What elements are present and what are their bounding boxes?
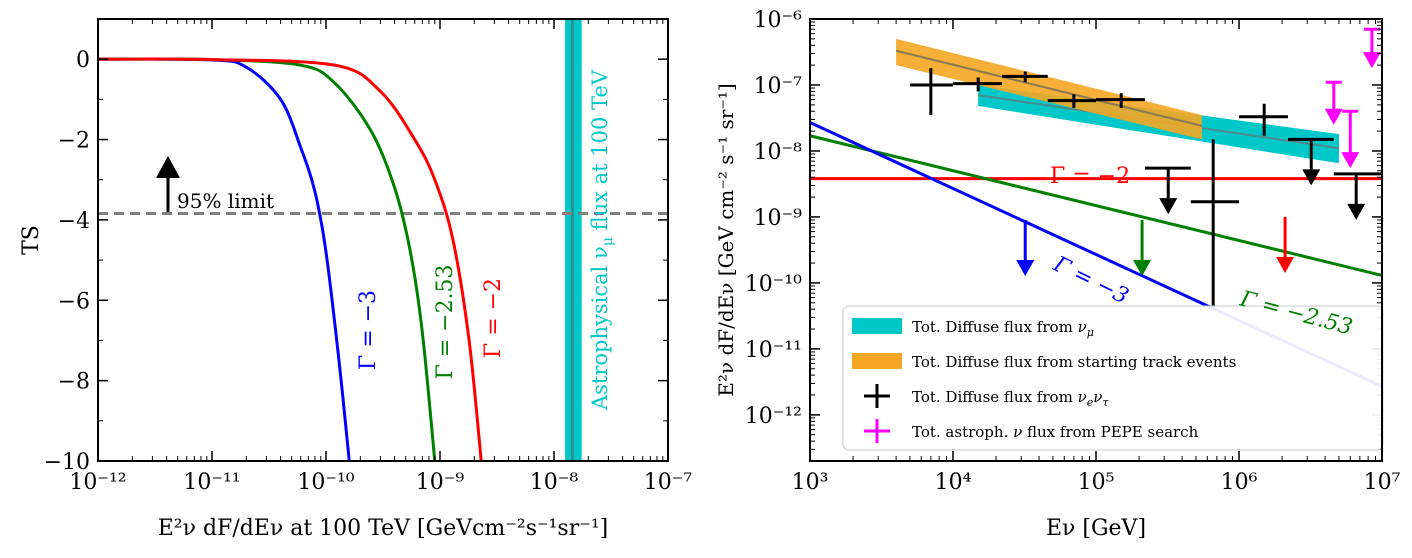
right-ytick-label: 10⁻⁶: [754, 8, 803, 33]
right-plot-frame: [809, 18, 1383, 462]
right-ytick-label: 10⁻⁸: [754, 140, 803, 165]
left-y-label: TS: [19, 225, 44, 255]
right-ytick-label: 10⁻¹¹: [745, 338, 802, 363]
line-gamma-minus-2.53: [809, 134, 1383, 277]
nue-nutau-limit-arrow-head: [1302, 169, 1321, 186]
right-y-label: E²ν dF/dEν [GeV cm⁻² s⁻¹ sr⁻¹]: [714, 83, 738, 396]
left-plot-frame: [97, 18, 669, 462]
right-xtick-label: 10⁷: [1364, 470, 1401, 495]
curve-gamma-minus-3: [97, 57, 351, 462]
astro-flux-band: [565, 19, 582, 461]
legend-label: Tot. astroph. ν flux from PEPE search: [912, 423, 1199, 441]
label-gamma-minus-3-right: Γ = −3: [1048, 251, 1132, 309]
right-xtick-label: 10⁶: [1221, 470, 1258, 495]
left-ytick-label: −4: [58, 209, 90, 234]
left-xtick-label: 10⁻⁷: [644, 470, 693, 495]
left-x-label: E²ν dF/dEν at 100 TeV [GeVcm⁻²s⁻¹sr⁻¹]: [158, 516, 609, 541]
legend: Tot. Diffuse flux from νμ​ Tot. Diffuse f…: [842, 305, 1384, 451]
legend-label: Tot. Diffuse flux from νμ​: [912, 318, 1094, 339]
left-ytick-label: 0: [76, 48, 90, 73]
nue-nutau-limit-arrow-head: [1347, 203, 1366, 220]
limit-label: 95% limit: [177, 189, 274, 213]
pepe-arrow-head: [1341, 152, 1360, 169]
legend-label: Tot. Diffuse flux from νe​ντ​: [912, 388, 1109, 409]
label-gamma-minus-2.53: Γ = −2.53: [433, 264, 458, 379]
right-axis-ticks: 10³ 10⁴ 10⁵ 10⁶ 10⁷ 10⁻⁶ 10⁻⁷ 10⁻⁸ 10⁻⁹ 10⁻¹⁰ 10⁻¹…: [745, 8, 1401, 495]
upper-limit-arrow-head: [1133, 259, 1152, 276]
right-chart: 10³ 10⁴ 10⁵ 10⁶ 10⁷ 10⁻⁶ 10⁻⁷ 10⁻⁸ 10⁻⁹ 10⁻¹⁰ 10⁻¹…: [714, 8, 1401, 541]
curve-gamma-minus-2: [97, 57, 483, 462]
left-xtick-label: 10⁻¹¹: [183, 470, 240, 495]
right-data-marks: [909, 27, 1382, 310]
right-x-label: Eν [GeV]: [1046, 516, 1146, 541]
label-gamma-minus-2: Γ = −2: [481, 278, 506, 358]
left-xtick-label: 10⁻⁸: [530, 470, 579, 495]
right-ytick-label: 10⁻⁹: [754, 206, 803, 231]
label-gamma-minus-3: Γ = −3: [356, 290, 381, 370]
right-ytick-label: 10⁻⁷: [754, 74, 803, 99]
legend-swatch-band: [852, 353, 902, 369]
pepe-arrow-head: [1324, 108, 1343, 125]
nue-nutau-limit-arrow-head: [1159, 198, 1178, 215]
right-ytick-label: 10⁻¹⁰: [745, 272, 802, 297]
limit-arrow: [156, 156, 180, 212]
starting-track-center: [895, 49, 1203, 127]
left-chart: 10⁻¹² 10⁻¹¹ 10⁻¹⁰ 10⁻⁹ 10⁻⁸ 10⁻⁷0−2−4−6−8−10 …: [19, 18, 693, 541]
upper-limit-arrow-head: [1016, 259, 1035, 276]
right-xtick-label: 10⁵: [1078, 470, 1115, 495]
left-ytick-label: −10: [44, 450, 90, 475]
right-xtick-label: 10³: [792, 470, 829, 495]
left-ytick-label: −6: [58, 289, 90, 314]
left-xtick-label: 10⁻¹⁰: [297, 470, 354, 495]
upper-limit-arrow-head: [1276, 256, 1295, 273]
pepe-arrow-head: [1362, 52, 1381, 69]
legend-entries: Tot. Diffuse flux from νμ​ Tot. Diffuse f…: [852, 318, 1236, 443]
left-ytick-label: −2: [58, 129, 90, 154]
left-xtick-label: 10⁻¹²: [69, 470, 126, 495]
curve-gamma-minus-2.53: [97, 57, 437, 462]
legend-label: Tot. Diffuse flux from starting track ev…: [912, 353, 1236, 371]
band-label: Astrophysical νμ flux at 100 TeV: [588, 69, 616, 411]
legend-swatch-band: [852, 318, 902, 334]
left-ytick-label: −8: [58, 370, 90, 395]
left-xtick-label: 10⁻⁹: [416, 470, 465, 495]
right-ytick-label: 10⁻¹²: [745, 404, 802, 429]
right-xtick-label: 10⁴: [935, 470, 972, 495]
label-gamma-minus-2-right: Γ = −2: [1050, 164, 1130, 189]
